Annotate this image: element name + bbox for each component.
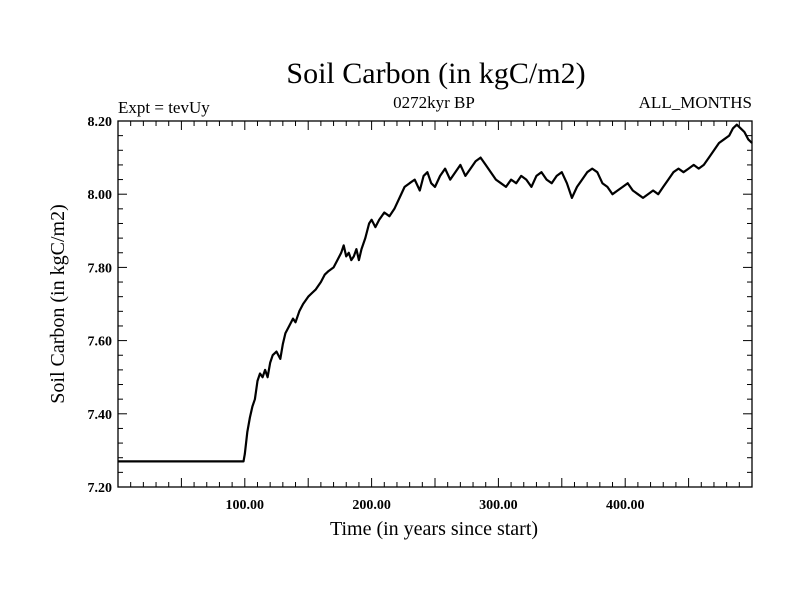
y-tick-label: 7.40	[88, 408, 113, 423]
soil-carbon-series-line	[118, 123, 753, 463]
y-axis-label: Soil Carbon (in kgC/m2)	[47, 204, 69, 403]
x-tick-label: 100.00	[226, 498, 265, 513]
series-layer	[118, 123, 753, 463]
y-tick-label: 7.20	[88, 481, 113, 496]
experiment-label: Expt = tevUy	[118, 98, 210, 117]
chart-title: Soil Carbon (in kgC/m2)	[286, 57, 585, 90]
y-tick-label: 7.60	[88, 335, 113, 350]
axis-ticks	[118, 121, 752, 487]
x-tick-label: 400.00	[606, 498, 645, 513]
x-tick-label: 300.00	[479, 498, 518, 513]
months-label: ALL_MONTHS	[639, 93, 752, 112]
tick-labels: 100.00 200.00 300.00 400.00 7.20 7.40 7.60 7.80…	[88, 115, 645, 513]
y-tick-label: 7.80	[88, 261, 113, 276]
x-tick-label: 200.00	[352, 498, 391, 513]
chart-subtitle: 0272kyr BP	[393, 93, 475, 112]
y-tick-label: 8.00	[88, 188, 113, 203]
y-tick-label: 8.20	[88, 115, 113, 130]
plot-frame	[117, 120, 753, 488]
x-axis-label: Time (in years since start)	[330, 518, 538, 540]
